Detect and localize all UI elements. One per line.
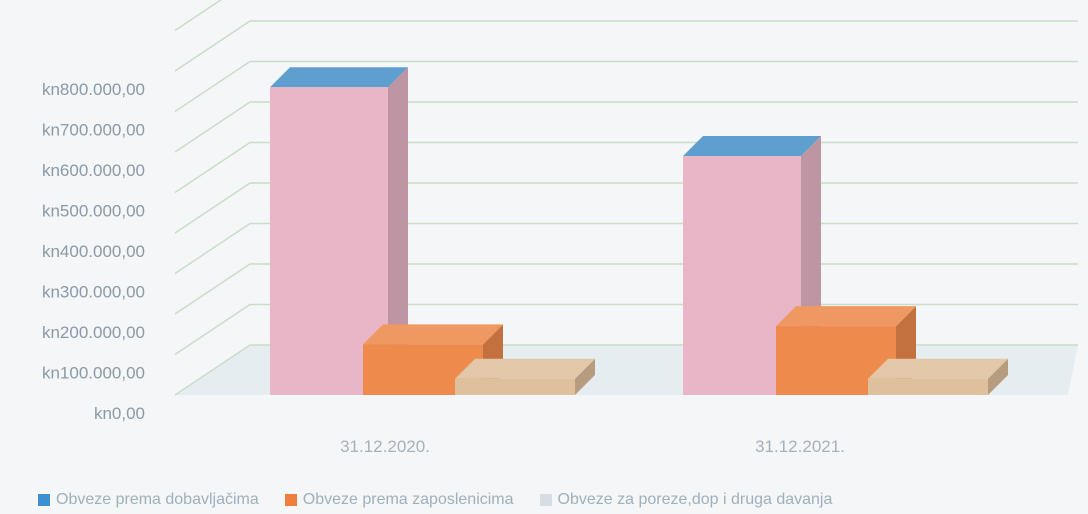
legend-swatch bbox=[38, 494, 50, 506]
bar-group-1-3 bbox=[455, 358, 595, 395]
bar bbox=[868, 378, 988, 395]
gridline-diagonal bbox=[174, 344, 251, 396]
gridline-diagonal bbox=[174, 20, 251, 72]
y-axis: kn0,00 kn100.000,00 kn200.000,00 kn300.000,… bbox=[42, 80, 145, 423]
gridline-diagonal bbox=[174, 182, 251, 234]
y-tick-label: kn200.000,00 bbox=[42, 323, 145, 342]
bar-top bbox=[363, 324, 503, 345]
x-tick-label: 31.12.2020. bbox=[340, 437, 430, 456]
gridline-diagonal bbox=[174, 0, 223, 32]
gridline-diagonal bbox=[174, 60, 251, 113]
gridline-diagonal bbox=[174, 222, 251, 275]
y-tick-label: kn0,00 bbox=[94, 404, 145, 423]
chart-canvas: kn0,00 kn100.000,00 kn200.000,00 kn300.000,… bbox=[42, 0, 1078, 456]
bar-side bbox=[988, 358, 1008, 395]
x-tick-label: 31.12.2021. bbox=[755, 437, 845, 456]
x-axis: 31.12.2020. 31.12.2021. bbox=[340, 437, 845, 456]
bar-top bbox=[776, 306, 916, 327]
legend-item: Obveze prema zaposlenicima bbox=[284, 491, 514, 509]
gridline-diagonal bbox=[174, 303, 251, 356]
legend-label: Obveze za poreze,dop i druga davanja bbox=[557, 491, 833, 508]
bar-top bbox=[683, 136, 821, 157]
y-tick-label: kn800.000,00 bbox=[42, 80, 145, 99]
gridline-diagonal bbox=[174, 141, 251, 194]
legend-item: Obveze za poreze,dop i druga davanja bbox=[539, 491, 833, 509]
legend-label: Obveze prema dobavljačima bbox=[56, 491, 259, 508]
legend: Obveze prema dobavljačima Obveze prema za… bbox=[38, 489, 1088, 511]
y-tick-label: kn600.000,00 bbox=[42, 161, 145, 180]
bar-top bbox=[455, 358, 595, 379]
legend-item: Obveze prema dobavljačima bbox=[38, 491, 259, 509]
legend-swatch bbox=[284, 494, 297, 506]
gridline-diagonal bbox=[174, 101, 251, 153]
legend-swatch bbox=[539, 494, 552, 506]
y-tick-label: kn300.000,00 bbox=[42, 283, 145, 302]
y-tick-label: kn500.000,00 bbox=[42, 202, 145, 221]
y-tick-label: kn400.000,00 bbox=[42, 242, 145, 261]
legend-label: Obveze prema zaposlenicima bbox=[302, 491, 514, 508]
y-tick-label: kn700.000,00 bbox=[42, 121, 145, 140]
bar bbox=[455, 378, 575, 395]
bar-side bbox=[575, 358, 595, 395]
bar-group-2-3 bbox=[868, 358, 1008, 395]
bar-top bbox=[270, 67, 408, 88]
y-tick-label: kn100.000,00 bbox=[42, 364, 145, 383]
gridline-diagonal bbox=[174, 263, 251, 315]
bars bbox=[270, 67, 1008, 396]
bar-top bbox=[868, 358, 1008, 379]
bar-side bbox=[388, 67, 408, 395]
